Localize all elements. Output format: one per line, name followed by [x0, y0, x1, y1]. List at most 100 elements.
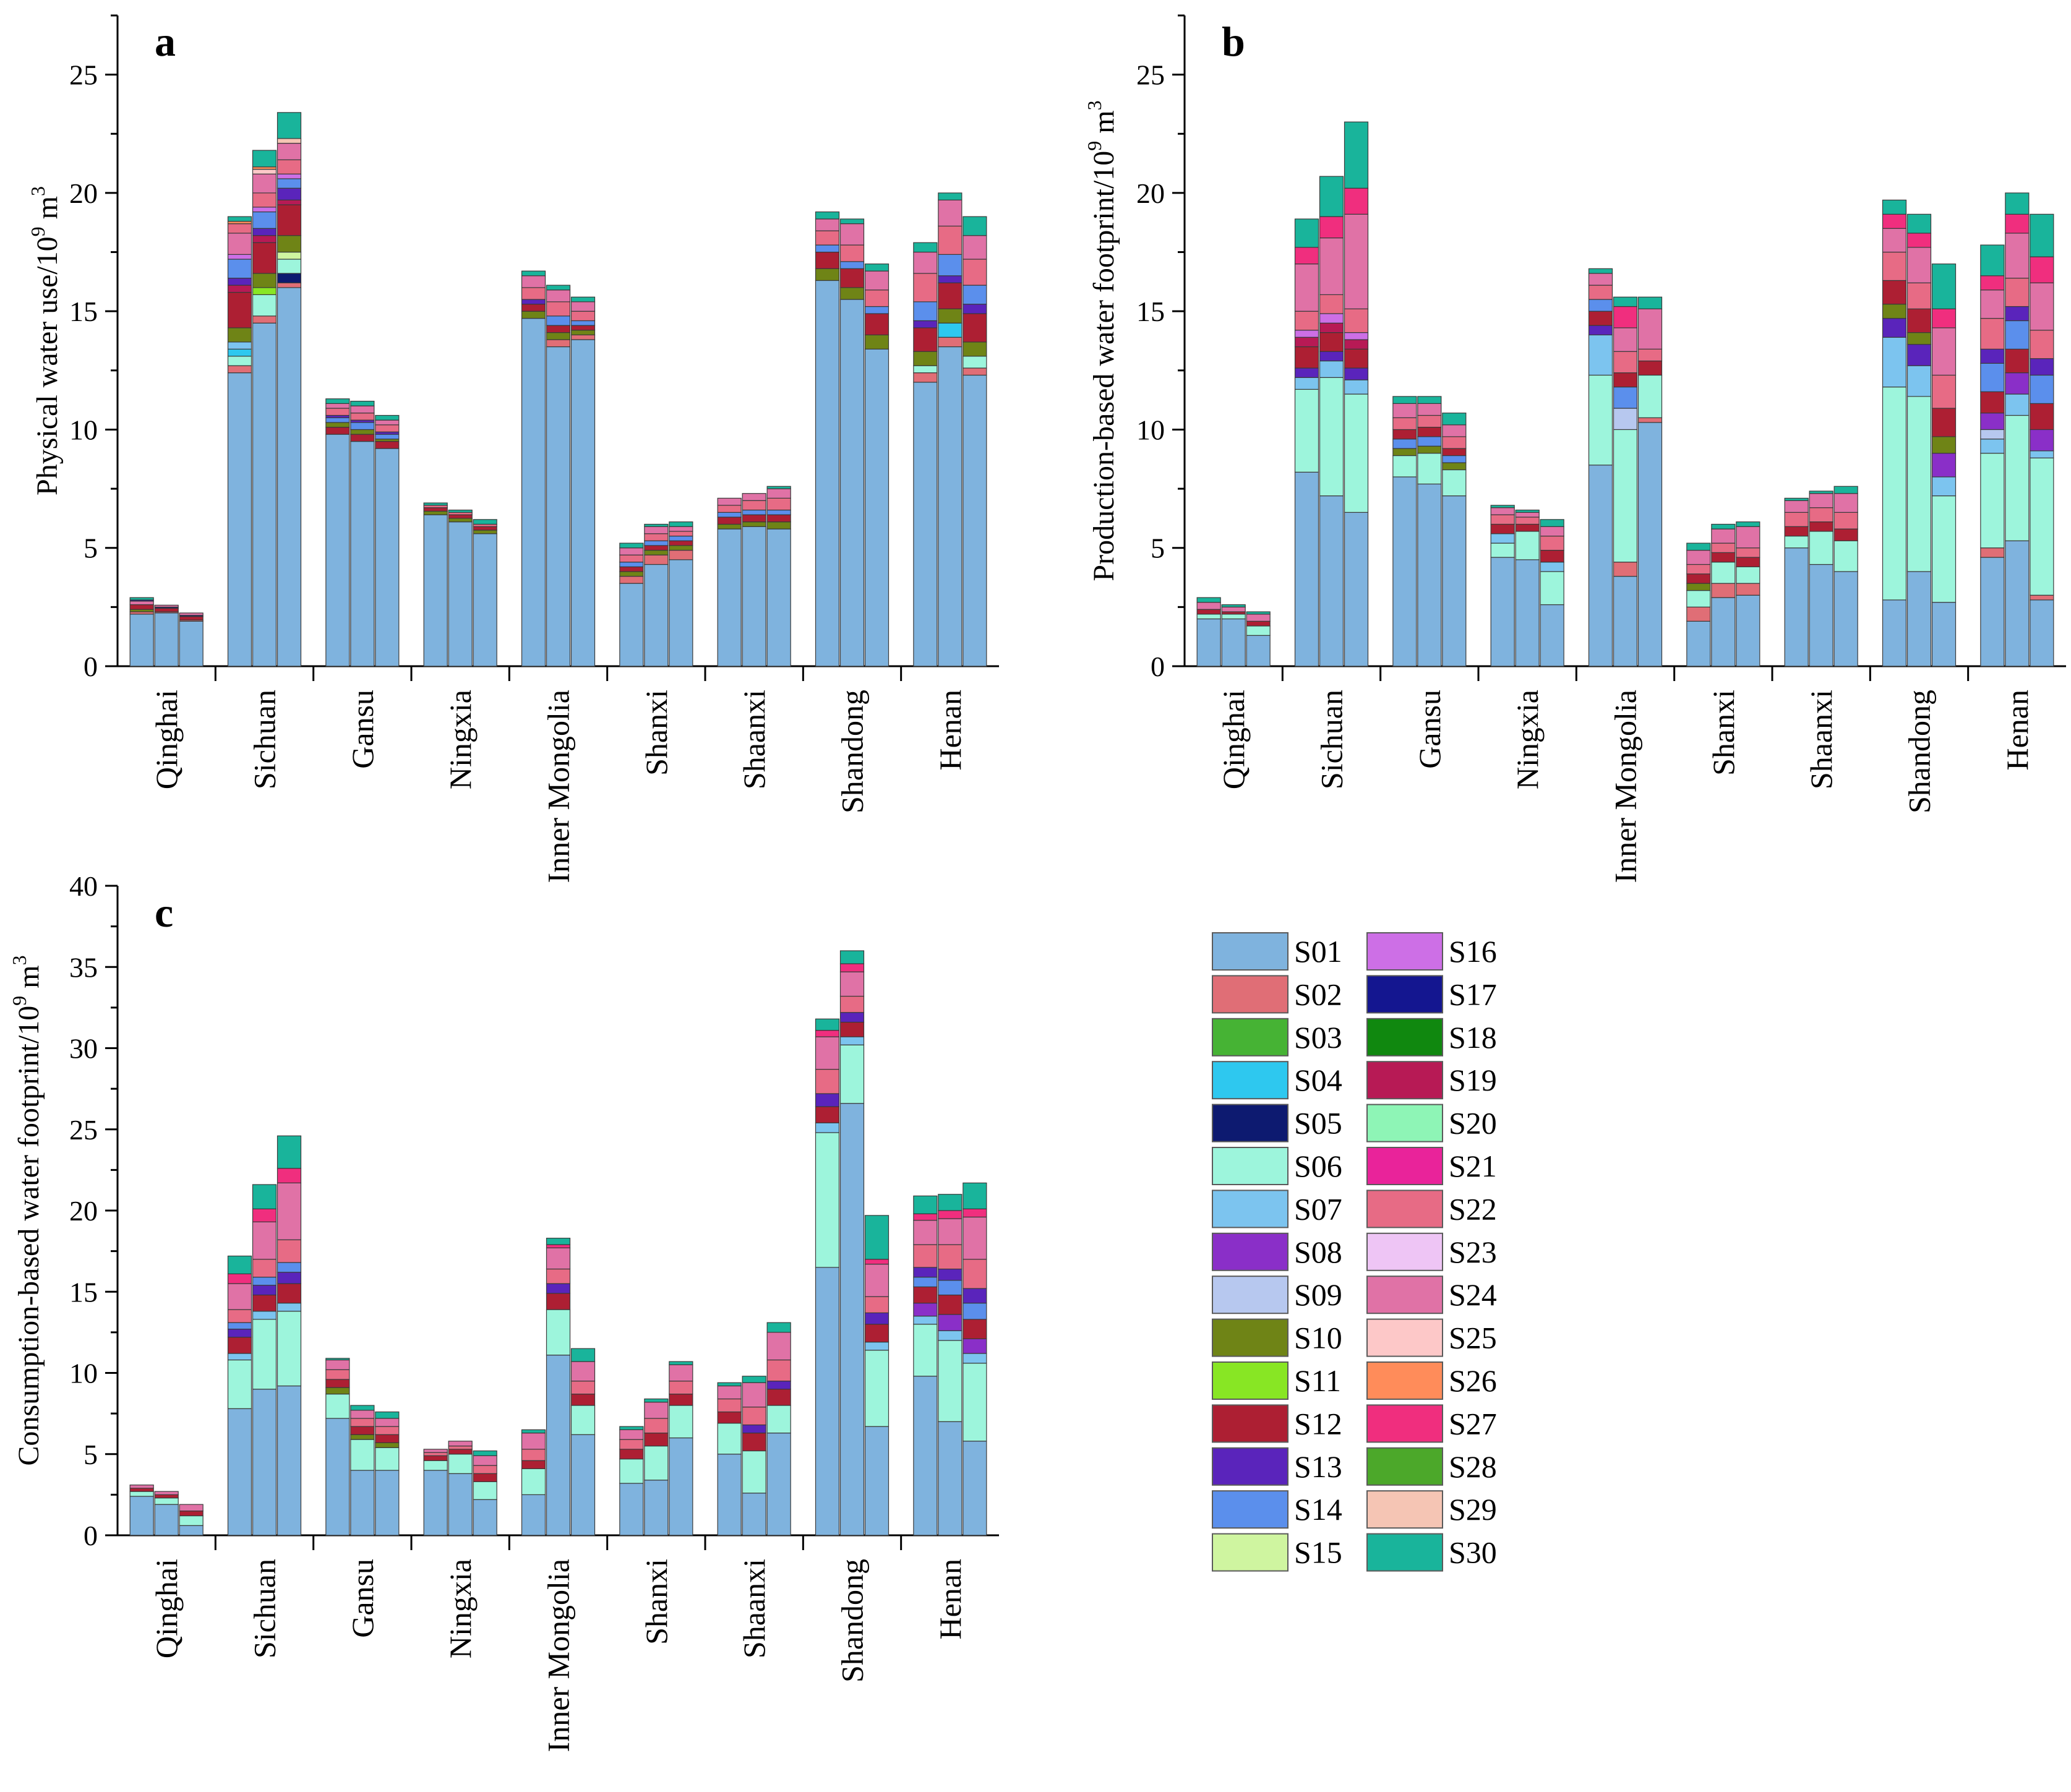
bar-segment-s10 [1442, 462, 1467, 471]
stacked-bar [570, 1348, 596, 1536]
bar-segment-s30 [1319, 176, 1344, 217]
stacked-bar [129, 597, 154, 667]
bar-segment-s01 [815, 280, 840, 667]
bar-segment-s22 [521, 287, 546, 300]
stacked-bar [521, 1429, 546, 1536]
bar-segment-s12 [766, 1389, 791, 1406]
bar-segment-s01 [448, 521, 473, 667]
bar-segment-s01 [129, 614, 154, 667]
bar-segment-s24 [669, 1364, 693, 1382]
bar-segment-s22 [1637, 348, 1663, 362]
bar-segment-s14 [1442, 455, 1467, 463]
bar-segment-s01 [766, 528, 791, 667]
stacked-bar [1344, 121, 1369, 667]
legend-label: S18 [1449, 1020, 1497, 1055]
bar-segment-s24 [1613, 327, 1638, 352]
stacked-bar [913, 1195, 938, 1536]
bar-segment-s12 [742, 514, 766, 523]
bar-segment-s01 [669, 559, 693, 667]
bar-segment-s13 [1319, 351, 1344, 362]
bar-segment-s24 [570, 1361, 596, 1382]
bar-segment-s24 [1686, 549, 1711, 565]
bar-segment-s01 [1906, 571, 1932, 667]
bar-segment-s12 [570, 325, 596, 331]
bar-segment-s06 [717, 1423, 742, 1455]
bar-segment-s22 [938, 1244, 963, 1270]
bar-segment-s30 [913, 242, 938, 253]
bar-segment-s14 [1980, 362, 2005, 392]
bar-segment-s30 [1686, 542, 1711, 551]
bar-segment-s24 [1784, 500, 1809, 513]
bar-segment-s30 [325, 398, 350, 404]
x-category-label: Inner Mongolia [1608, 690, 1643, 883]
bar-segment-s12 [1686, 573, 1711, 584]
bar-segment-s24 [129, 601, 154, 606]
bar-segment-s24 [619, 1429, 644, 1440]
stacked-bar [448, 1441, 473, 1536]
bar-segment-s19 [1294, 337, 1319, 348]
bar-segment-s06 [938, 1340, 963, 1422]
bar-segment-s14 [913, 1277, 938, 1287]
bar-segment-s22 [375, 1426, 400, 1435]
bar-segment-s27 [1882, 213, 1907, 229]
bar-segment-s14 [669, 535, 693, 541]
bar-segment-s14 [252, 1277, 277, 1286]
bar-segment-s12 [839, 268, 865, 288]
stacked-bar [864, 1215, 890, 1536]
bar-segment-s22 [570, 1381, 596, 1395]
legend-item-s19: S19 [1366, 1061, 1497, 1100]
bar-segment-s13 [938, 1268, 963, 1281]
legend-swatch [1366, 1190, 1443, 1228]
bar-segment-s30 [448, 509, 473, 513]
bar-segment-s16 [1294, 330, 1319, 338]
bar-segment-s30 [2005, 192, 2030, 215]
legend-item-s09: S09 [1212, 1275, 1342, 1314]
bar-segment-s30 [1809, 491, 1833, 494]
legend-swatch [1366, 1275, 1443, 1314]
bar-segment-s12 [669, 1394, 693, 1406]
bar-segment-s24 [913, 1220, 938, 1245]
bar-segment-s10 [742, 521, 766, 527]
legend-swatch [1366, 1061, 1443, 1100]
bar-segment-s06 [864, 1350, 890, 1427]
bar-segment-s01 [1686, 620, 1711, 667]
legend-label: S30 [1449, 1535, 1497, 1570]
legend-item-s21: S21 [1366, 1147, 1497, 1185]
bar-segment-s01 [742, 526, 766, 667]
bar-segment-s22 [766, 497, 791, 511]
bar-segment-s01 [1588, 465, 1613, 667]
bar-segment-s30 [1294, 218, 1319, 248]
bar-segment-s12 [473, 1473, 497, 1482]
legend-swatch [1212, 1147, 1288, 1185]
bar-segment-s06 [1392, 455, 1417, 478]
bar-segment-s13 [963, 304, 987, 314]
bar-segment-s10 [521, 311, 546, 319]
bar-segment-s13 [227, 1329, 252, 1338]
bar-segment-s24 [864, 270, 890, 291]
bar-segment-s12 [1490, 523, 1515, 534]
bar-segment-s22 [1906, 282, 1932, 309]
bar-segment-s01 [1637, 422, 1663, 667]
bar-segment-s12 [521, 1460, 546, 1469]
bar-segment-s12 [1931, 408, 1957, 437]
bar-segment-s14 [1417, 436, 1442, 447]
bar-segment-s30 [1540, 519, 1564, 527]
legend-swatch [1212, 1404, 1288, 1443]
x-category-label: Shandong [835, 1559, 870, 1683]
bar-segment-s06 [1417, 453, 1442, 485]
bar-segment-s24 [1442, 424, 1467, 437]
bar-segment-s24 [154, 1491, 179, 1495]
bar-segment-s02 [1736, 583, 1760, 596]
stacked-bar [619, 542, 644, 667]
bar-segment-s08 [963, 1338, 987, 1354]
bar-segment-s01 [1246, 635, 1271, 667]
bar-segment-s05 [277, 273, 302, 283]
bar-segment-s24 [252, 1221, 277, 1260]
bar-segment-s06 [448, 1454, 473, 1474]
y-tick-label: 25 [69, 1114, 98, 1146]
stacked-bar [1490, 505, 1515, 667]
bar-segment-s02 [619, 576, 644, 584]
stacked-bar [546, 1238, 571, 1536]
legend-swatch [1366, 1361, 1443, 1400]
bar-segment-s12 [1246, 620, 1271, 627]
